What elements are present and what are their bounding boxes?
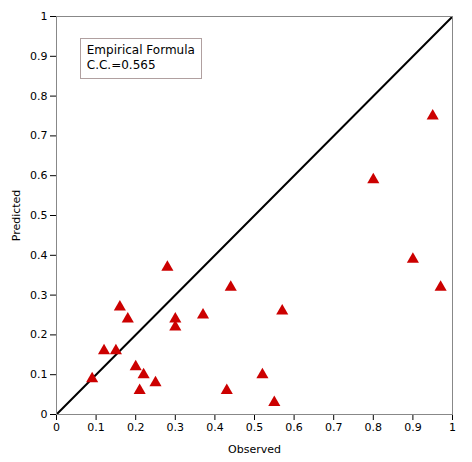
svg-text:0.1: 0.1 [30, 368, 48, 381]
html-text:Empirical Formula: Empirical Formula [86, 42, 195, 57]
svg-text:0.2: 0.2 [30, 328, 48, 341]
svg-text:0.3: 0.3 [30, 289, 48, 302]
svg-text:0.9: 0.9 [404, 421, 422, 434]
svg-text:0.4: 0.4 [30, 249, 48, 262]
svg-text:Observed: Observed [228, 443, 281, 456]
svg-text:0.6: 0.6 [30, 169, 48, 182]
svg-text:1: 1 [41, 10, 48, 23]
svg-text:1: 1 [449, 421, 456, 434]
svg-text:0: 0 [41, 408, 48, 421]
svg-text:0.7: 0.7 [325, 421, 343, 434]
svg-text:0.4: 0.4 [206, 421, 224, 434]
svg-text:0.3: 0.3 [167, 421, 185, 434]
svg-text:Predicted: Predicted [10, 190, 23, 242]
svg-text:0.5: 0.5 [246, 421, 264, 434]
svg-text:0.1: 0.1 [87, 421, 105, 434]
svg-text:0.8: 0.8 [365, 421, 383, 434]
svg-text:0.9: 0.9 [30, 50, 48, 63]
svg-text:0.8: 0.8 [30, 90, 48, 103]
svg-text:0.6: 0.6 [285, 421, 303, 434]
svg-text:0.2: 0.2 [127, 421, 145, 434]
html-text:C.C.=0.565: C.C.=0.565 [86, 58, 156, 73]
svg-text:0.7: 0.7 [30, 129, 48, 142]
svg-text:0: 0 [53, 421, 60, 434]
svg-text:0.5: 0.5 [30, 209, 48, 222]
